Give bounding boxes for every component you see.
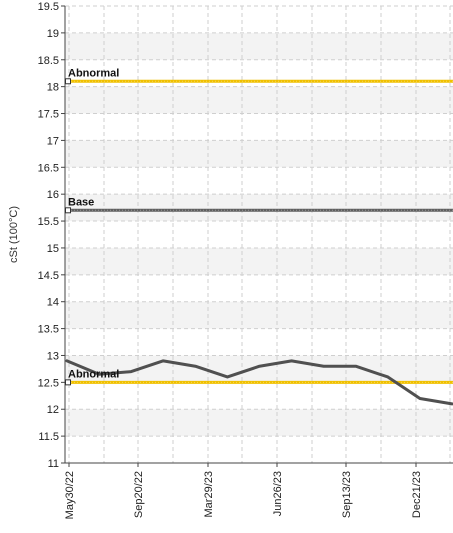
x-tick-label: Mar29/23	[203, 471, 215, 517]
y-tick-label: 13	[47, 350, 59, 362]
reference-label: Abnormal	[68, 67, 119, 79]
data-point	[386, 375, 390, 379]
y-tick-label: 14	[47, 297, 59, 309]
data-point	[290, 359, 293, 363]
grid-band	[65, 194, 453, 222]
y-tick-label: 15	[47, 243, 59, 255]
y-tick-label: 16.5	[38, 162, 59, 174]
grid-band	[65, 140, 453, 168]
x-tick-label: Sep13/23	[341, 471, 353, 518]
y-tick-label: 14.5	[38, 270, 59, 282]
data-point	[162, 359, 165, 363]
grid-band	[65, 301, 453, 329]
data-point	[354, 365, 357, 368]
y-tick-label: 18	[47, 82, 59, 94]
reference-label: Abnormal	[68, 368, 119, 380]
grid-band	[65, 409, 453, 437]
reference-marker	[65, 78, 71, 85]
reference-label: Base	[68, 196, 94, 208]
data-point	[65, 359, 69, 363]
x-tick-label: Dec21/23	[411, 471, 423, 518]
y-tick-label: 15.5	[38, 216, 59, 228]
data-point	[258, 365, 261, 368]
data-point	[418, 397, 422, 400]
x-tick-label: May30/22	[64, 471, 76, 519]
data-point	[450, 402, 453, 406]
grid-band	[65, 32, 453, 60]
y-tick-label: 12	[47, 404, 59, 416]
y-tick-label: 18.5	[38, 55, 59, 67]
y-tick-label: 17	[47, 135, 59, 147]
data-point	[129, 370, 133, 373]
data-point	[194, 365, 197, 368]
y-axis-title: cSt (100°C)	[8, 206, 20, 263]
y-tick-label: 11.5	[38, 431, 59, 443]
y-tick-label: 16	[47, 189, 59, 201]
data-point	[322, 365, 325, 368]
y-tick-label: 12.5	[38, 377, 59, 389]
y-tick-label: 13.5	[38, 324, 59, 336]
reference-marker	[65, 379, 71, 386]
y-tick-label: 11	[48, 458, 59, 470]
reference-marker	[65, 207, 71, 214]
grid-band	[65, 247, 453, 275]
x-tick-label: Sep20/22	[133, 471, 145, 518]
y-tick-label: 17.5	[38, 109, 59, 121]
grid-band	[65, 86, 453, 114]
data-point	[97, 373, 101, 376]
grid-band	[65, 355, 453, 383]
x-tick-label: Jun26/23	[272, 471, 284, 516]
y-tick-label: 19	[47, 28, 59, 40]
y-tick-label: 19.5	[38, 1, 59, 13]
data-point	[226, 375, 229, 379]
